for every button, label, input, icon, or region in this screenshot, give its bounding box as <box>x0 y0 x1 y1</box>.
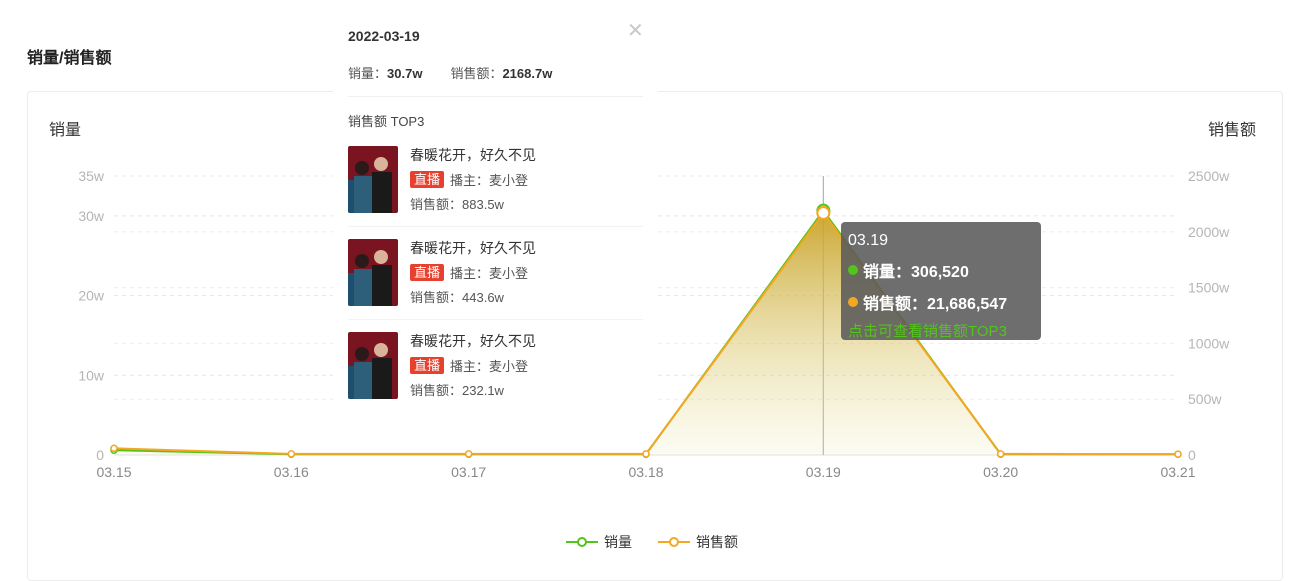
right-tick-label: 500w <box>1188 391 1222 407</box>
live-badge: 直播 <box>410 171 445 188</box>
tooltip-revenue-row: 销售额：21,686,547 <box>848 290 1034 314</box>
host: 播主：麦小登 <box>450 266 529 281</box>
left-axis-title: 销量 <box>49 122 82 139</box>
x-tick-label: 03.20 <box>983 464 1018 480</box>
data-point-revenue[interactable] <box>287 450 296 458</box>
top-item[interactable]: 春暖花开，好久不见 直播 播主：麦小登 销售额：232.1w <box>348 319 643 399</box>
right-tick-label: 2000w <box>1188 224 1230 240</box>
item-sales: 销售额：232.1w <box>410 383 504 398</box>
right-tick-label: 2500w <box>1188 168 1230 184</box>
right-tick-label: 1500w <box>1188 280 1230 296</box>
data-point-revenue[interactable] <box>642 450 650 458</box>
left-tick-label: 20w <box>78 288 105 304</box>
data-point-revenue[interactable] <box>1174 450 1182 458</box>
live-badge: 直播 <box>410 264 445 281</box>
left-tick-label: 0 <box>96 447 104 463</box>
legend-line-marker-icon <box>566 536 598 548</box>
legend-item-sales[interactable]: 销量 <box>566 532 632 552</box>
video-thumbnail <box>348 332 398 399</box>
view-top3-link[interactable]: 点击可查看销售额TOP3 <box>848 323 1007 340</box>
video-thumbnail <box>348 239 398 306</box>
data-point-revenue[interactable] <box>464 450 473 458</box>
x-tick-label: 03.19 <box>806 464 841 480</box>
host: 播主：麦小登 <box>450 173 529 188</box>
popup-sales: 销量：30.7w <box>348 66 423 81</box>
right-axis-title: 销售额 <box>1208 122 1257 139</box>
top-item[interactable]: 春暖花开，好久不见 直播 播主：麦小登 销售额：443.6w <box>348 226 643 306</box>
legend-item-revenue[interactable]: 销售额 <box>658 532 738 552</box>
chart-legend: 销量 销售额 <box>566 532 738 552</box>
x-tick-label: 03.16 <box>274 464 309 480</box>
live-badge: 直播 <box>410 357 445 374</box>
item-title: 春暖花开，好久不见 <box>410 240 536 256</box>
top-item[interactable]: 春暖花开，好久不见 直播 播主：麦小登 销售额：883.5w <box>348 146 643 213</box>
data-point-revenue[interactable] <box>110 444 118 453</box>
item-sales: 销售额：443.6w <box>410 290 504 305</box>
chart-tooltip: 03.19 销量：306,520 销售额：21,686,547 点击可查看销售额… <box>841 222 1041 340</box>
item-title: 春暖花开，好久不见 <box>410 333 536 349</box>
close-icon[interactable]: ✕ <box>627 20 644 42</box>
legend-label-sales: 销量 <box>604 534 632 550</box>
x-tick-label: 03.18 <box>628 464 663 480</box>
left-tick-label: 35w <box>78 168 105 184</box>
legend-line-marker-icon <box>658 536 690 548</box>
right-tick-label: 0 <box>1188 447 1196 463</box>
page-title: 销量/销售额 <box>27 50 112 67</box>
legend-label-revenue: 销售额 <box>696 534 738 550</box>
green-dot-icon <box>848 265 858 275</box>
popup-stats: 销量：30.7w 销售额：2168.7w <box>348 63 643 82</box>
video-thumbnail <box>348 146 398 213</box>
tooltip-sales-row: 销量：306,520 <box>848 258 1034 282</box>
x-tick-label: 03.17 <box>451 464 486 480</box>
item-sales: 销售额：883.5w <box>410 197 504 212</box>
popup-date: 2022-03-19 <box>348 28 420 44</box>
item-title: 春暖花开，好久不见 <box>410 147 536 163</box>
x-tick-label: 03.21 <box>1160 464 1195 480</box>
top3-popup: ✕ 2022-03-19 销量：30.7w 销售额：2168.7w 销售额 TO… <box>333 12 658 422</box>
left-tick-label: 10w <box>78 367 105 383</box>
x-tick-label: 03.15 <box>96 464 131 480</box>
host: 播主：麦小登 <box>450 359 529 374</box>
revenue-area <box>114 212 1178 455</box>
popup-revenue: 销售额：2168.7w <box>450 66 553 81</box>
data-point-revenue[interactable] <box>996 450 1005 458</box>
orange-dot-icon <box>848 297 858 307</box>
divider <box>348 96 643 97</box>
left-tick-label: 30w <box>78 208 105 224</box>
tooltip-date: 03.19 <box>848 232 889 249</box>
right-tick-label: 1000w <box>1188 335 1230 351</box>
data-point-revenue[interactable] <box>816 205 831 220</box>
popup-section-title: 销售额 TOP3 <box>348 114 425 129</box>
